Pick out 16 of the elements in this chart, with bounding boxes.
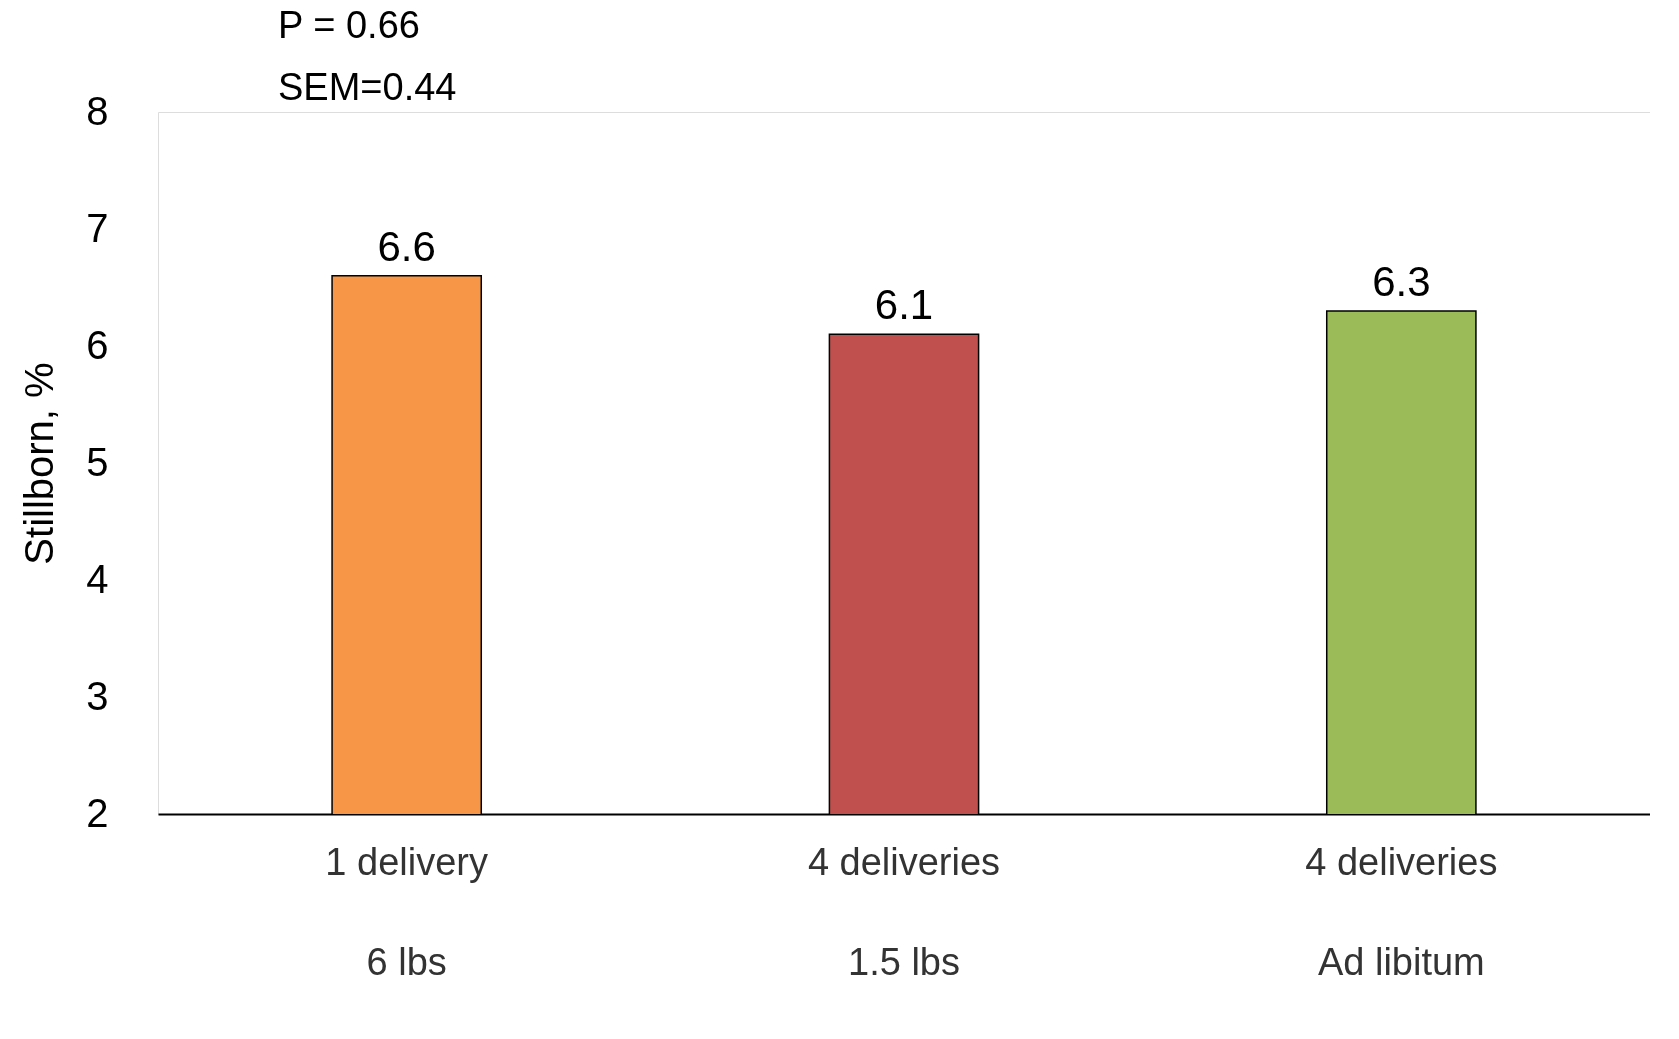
category-label: 4 deliveries 1.5 lbs xyxy=(807,840,1001,983)
category-label: 4 deliveries Ad libitum xyxy=(1305,840,1498,983)
y-tick-label: 3 xyxy=(86,673,109,718)
y-tick-label: 7 xyxy=(86,205,109,250)
data-label: 6.1 xyxy=(874,281,934,329)
y-tick-label: 8 xyxy=(86,88,109,133)
data-label: 6.3 xyxy=(1372,257,1431,305)
data-label: 6.6 xyxy=(377,222,436,270)
y-tick-label: 5 xyxy=(86,439,109,484)
y-tick-label: 6 xyxy=(86,322,109,367)
y-tick-label: 2 xyxy=(86,790,109,835)
y-tick-label: 4 xyxy=(86,556,109,601)
y-axis-title: Stillborn, % xyxy=(17,362,62,565)
text: SEM=0.44 xyxy=(278,66,457,108)
category-label: 1 delivery 6 lbs xyxy=(325,840,488,983)
text: P = 0.66 xyxy=(278,4,420,46)
